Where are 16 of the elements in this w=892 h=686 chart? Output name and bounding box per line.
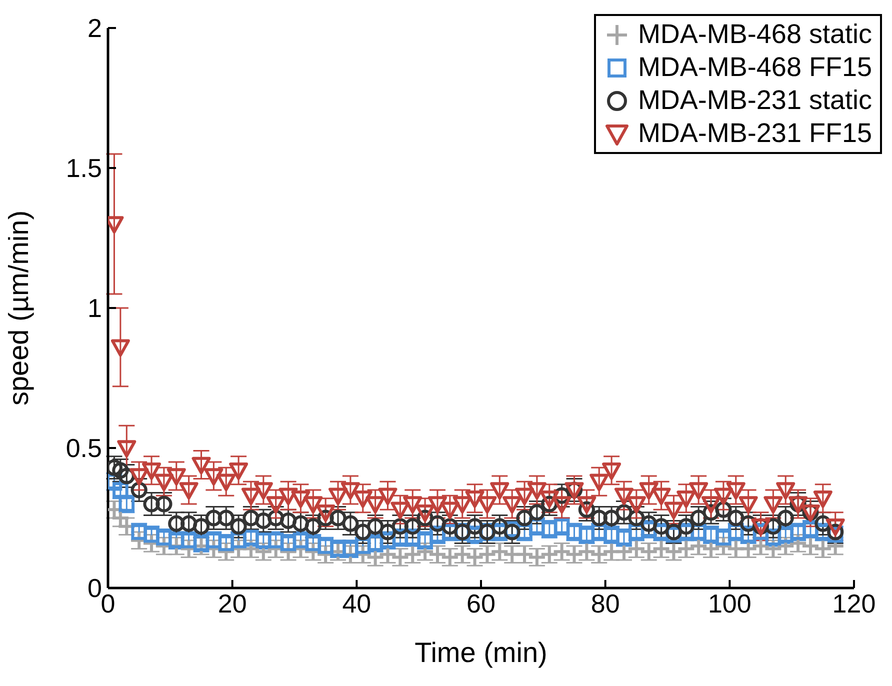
x-axis-title: Time (min) — [414, 637, 548, 668]
legend-label: MDA-MB-231 static — [638, 84, 872, 117]
y-axis-title: speed (µm/min) — [2, 210, 34, 406]
y-tick-label: 1 — [88, 293, 102, 324]
legend-label: MDA-MB-231 FF15 — [638, 117, 872, 150]
legend-label: MDA-MB-468 static — [638, 18, 872, 51]
legend-label: MDA-MB-468 FF15 — [638, 51, 872, 84]
x-tick-label: 100 — [708, 588, 752, 618]
y-tick-label: 1.5 — [66, 153, 102, 184]
x-tick-label: 40 — [342, 588, 372, 618]
x-tick-label: 60 — [466, 588, 496, 618]
y-tick-label: 0.5 — [66, 433, 102, 464]
x-tick-label: 80 — [590, 588, 620, 618]
x-tick-label: 20 — [218, 588, 247, 618]
x-tick-label: 120 — [832, 588, 876, 618]
y-tick-label: 2 — [88, 13, 102, 44]
